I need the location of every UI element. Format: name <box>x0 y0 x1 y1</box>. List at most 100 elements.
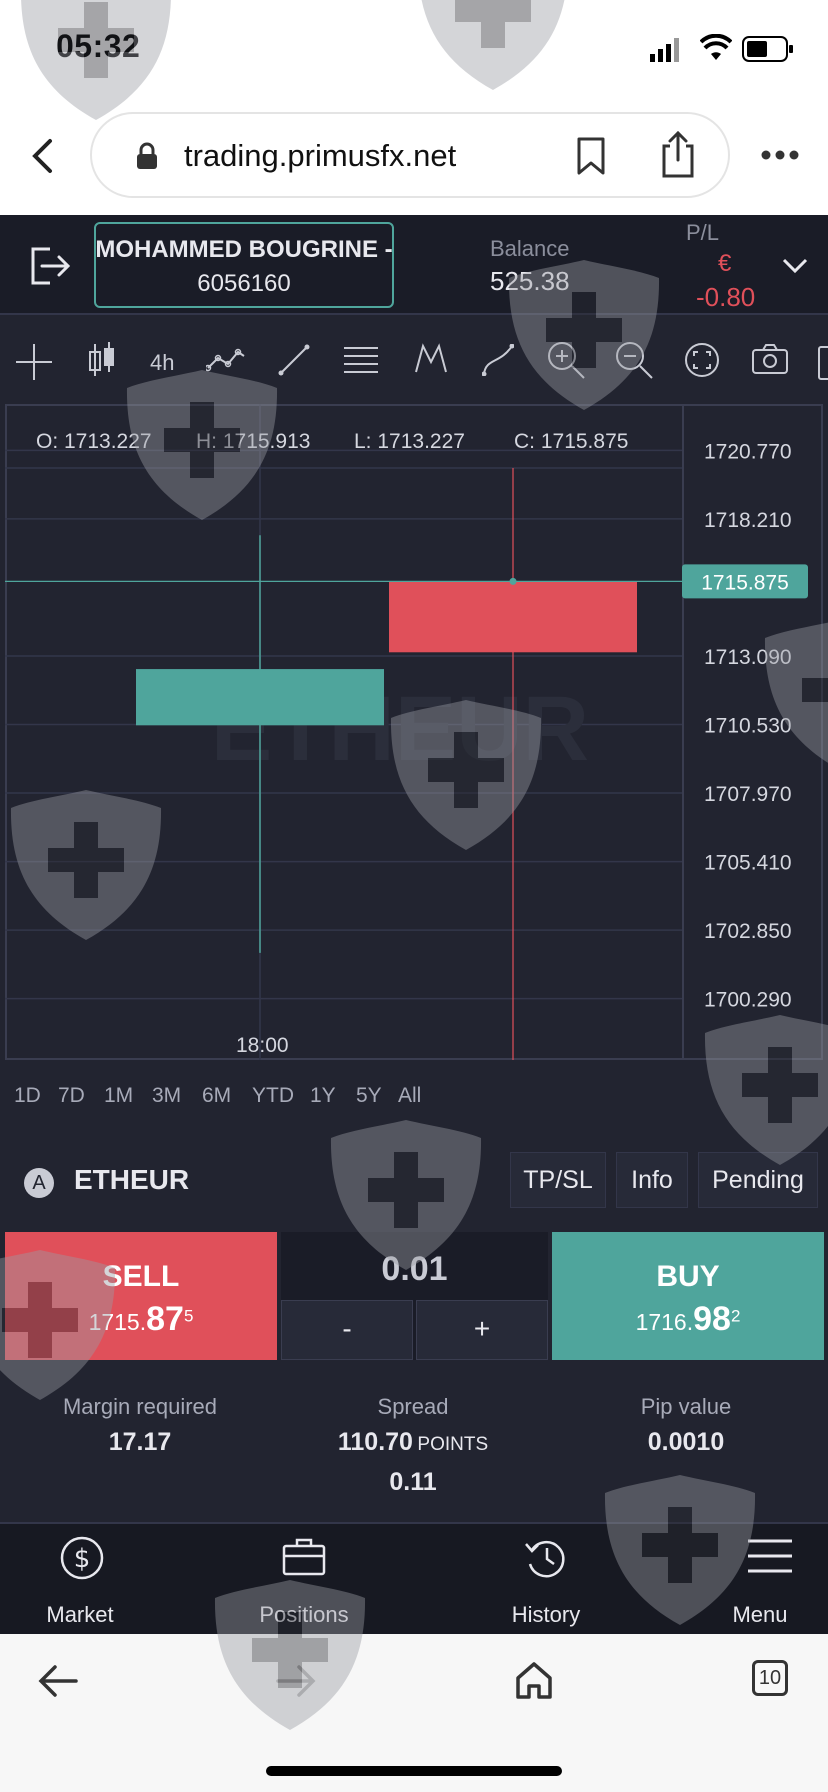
nav-menu-label: Menu <box>732 1602 788 1627</box>
ohlc-close: C: 1715.875 <box>514 430 629 453</box>
buy-label: BUY <box>656 1260 720 1293</box>
spread-points: 110.70 POINTS <box>337 1428 489 1456</box>
y-tick-label: 1702.850 <box>704 920 792 943</box>
nav-market[interactable]: $ Market <box>0 1522 160 1634</box>
range-7d[interactable]: 7D <box>58 1084 85 1107</box>
increase-quantity-button[interactable]: + <box>416 1300 548 1360</box>
x-axis-label: 18:00 <box>236 1034 289 1057</box>
info-button[interactable]: Info <box>616 1152 688 1208</box>
home-indicator <box>266 1766 562 1776</box>
pl-label: P/L <box>686 220 720 245</box>
y-tick-label: 1707.970 <box>704 783 792 806</box>
account-name: MOHAMMED BOUGRINE - <box>95 236 393 263</box>
range-1d[interactable]: 1D <box>14 1084 41 1107</box>
dollar-icon: $ <box>60 1536 104 1580</box>
hamburger-icon <box>748 1539 792 1573</box>
svg-text:$: $ <box>74 1544 91 1574</box>
account-number: 6056160 <box>197 270 291 297</box>
pl-currency: € <box>718 250 732 277</box>
share-icon[interactable] <box>660 130 696 178</box>
quantity-stepper: 0.01 - + <box>281 1232 548 1360</box>
current-price-tag <box>682 564 808 599</box>
trendline-icon[interactable] <box>278 344 310 376</box>
margin-label: Margin required <box>62 1394 218 1419</box>
history-icon <box>525 1540 565 1578</box>
bottom-nav: $ Market Positions History Menu <box>0 1522 828 1634</box>
fit-screen-icon[interactable] <box>684 342 720 378</box>
account-selector[interactable]: MOHAMMED BOUGRINE - 6056160 <box>94 222 394 308</box>
y-tick-label: 1718.210 <box>704 509 792 532</box>
quantity-value[interactable]: 0.01 <box>381 1250 448 1288</box>
nav-history[interactable]: History <box>466 1522 626 1634</box>
pip-label: Pip value <box>640 1394 732 1419</box>
account-bar <box>0 215 828 315</box>
fibonacci-icon[interactable] <box>344 344 378 376</box>
spread-value: 0.11 <box>389 1468 437 1496</box>
candle-body <box>136 669 384 726</box>
candlestick-chart[interactable]: ETHEUR1715.8751720.7701718.2101713.09017… <box>0 0 828 1070</box>
candles-icon[interactable] <box>88 340 116 380</box>
decrease-quantity-button[interactable]: - <box>281 1300 413 1360</box>
home-icon[interactable] <box>514 1660 554 1700</box>
current-price-text: 1715.875 <box>701 571 789 594</box>
range-3m[interactable]: 3M <box>152 1084 182 1107</box>
bookmark-icon[interactable] <box>576 136 606 176</box>
pl-value: -0.80 <box>696 282 756 312</box>
briefcase-icon <box>282 1538 326 1576</box>
nav-market-label: Market <box>46 1602 114 1627</box>
layout-icon[interactable] <box>818 346 828 380</box>
ohlc-low: L: 1713.227 <box>354 430 465 453</box>
wifi-icon <box>700 34 732 60</box>
sell-price: 1715.875 <box>88 1300 194 1338</box>
buy-price: 1716.982 <box>635 1300 741 1338</box>
nav-menu[interactable]: Menu <box>690 1522 828 1634</box>
instrument-badge: A <box>24 1168 54 1198</box>
y-tick-label: 1720.770 <box>704 440 792 463</box>
range-all[interactable]: All <box>398 1084 422 1107</box>
pending-button[interactable]: Pending <box>698 1152 818 1208</box>
y-tick-label: 1705.410 <box>704 852 792 875</box>
range-ytd[interactable]: YTD <box>252 1084 294 1107</box>
browser-bottom-bar: 10 <box>0 1634 828 1792</box>
nav-positions-label: Positions <box>259 1602 349 1627</box>
sell-button[interactable]: SELL 1715.875 <box>5 1232 277 1360</box>
range-5y[interactable]: 5Y <box>356 1084 382 1107</box>
back-chevron-icon[interactable] <box>28 138 58 174</box>
nav-positions[interactable]: Positions <box>224 1522 384 1634</box>
y-tick-label: 1710.530 <box>704 715 792 738</box>
lock-icon <box>137 142 157 169</box>
nav-history-label: History <box>511 1602 581 1627</box>
more-icon[interactable] <box>760 148 800 162</box>
logout-icon[interactable] <box>28 246 72 286</box>
spread-label: Spread <box>377 1394 449 1419</box>
range-1y[interactable]: 1Y <box>310 1084 336 1107</box>
camera-icon[interactable] <box>752 344 788 374</box>
signal-icon <box>650 38 679 62</box>
browser-forward-icon[interactable] <box>276 1664 316 1698</box>
instrument-symbol[interactable]: ETHEUR <box>74 1164 190 1195</box>
range-6m[interactable]: 6M <box>202 1084 232 1107</box>
url-text[interactable]: trading.primusfx.net <box>184 138 457 173</box>
range-selector: 1D 7D 1M 3M 6M YTD 1Y 5Y All <box>14 1084 814 1114</box>
crosshair-icon[interactable] <box>16 344 52 380</box>
balance-label: Balance <box>490 236 570 261</box>
pip-value: 0.0010 <box>647 1428 725 1456</box>
browser-back-icon[interactable] <box>38 1664 78 1698</box>
y-tick-label: 1700.290 <box>704 989 792 1012</box>
ohlc-high: H: 1715.913 <box>196 430 311 453</box>
chevron-down-icon[interactable] <box>782 258 808 274</box>
crosshair-point <box>509 577 517 585</box>
pattern-icon[interactable] <box>414 342 448 376</box>
address-bar[interactable] <box>90 112 730 198</box>
tabs-button[interactable]: 10 <box>752 1660 788 1696</box>
buy-button[interactable]: BUY 1716.982 <box>552 1232 824 1360</box>
tpsl-button[interactable]: TP/SL <box>510 1152 606 1208</box>
battery-icon <box>742 36 793 62</box>
range-1m[interactable]: 1M <box>104 1084 134 1107</box>
margin-value: 17.17 <box>108 1428 172 1456</box>
sell-label: SELL <box>102 1260 180 1293</box>
price-axis-divider <box>682 404 684 1060</box>
y-tick-label: 1713.090 <box>704 646 792 669</box>
ohlc-open: O: 1713.227 <box>36 430 152 453</box>
nav-divider <box>0 1522 828 1524</box>
